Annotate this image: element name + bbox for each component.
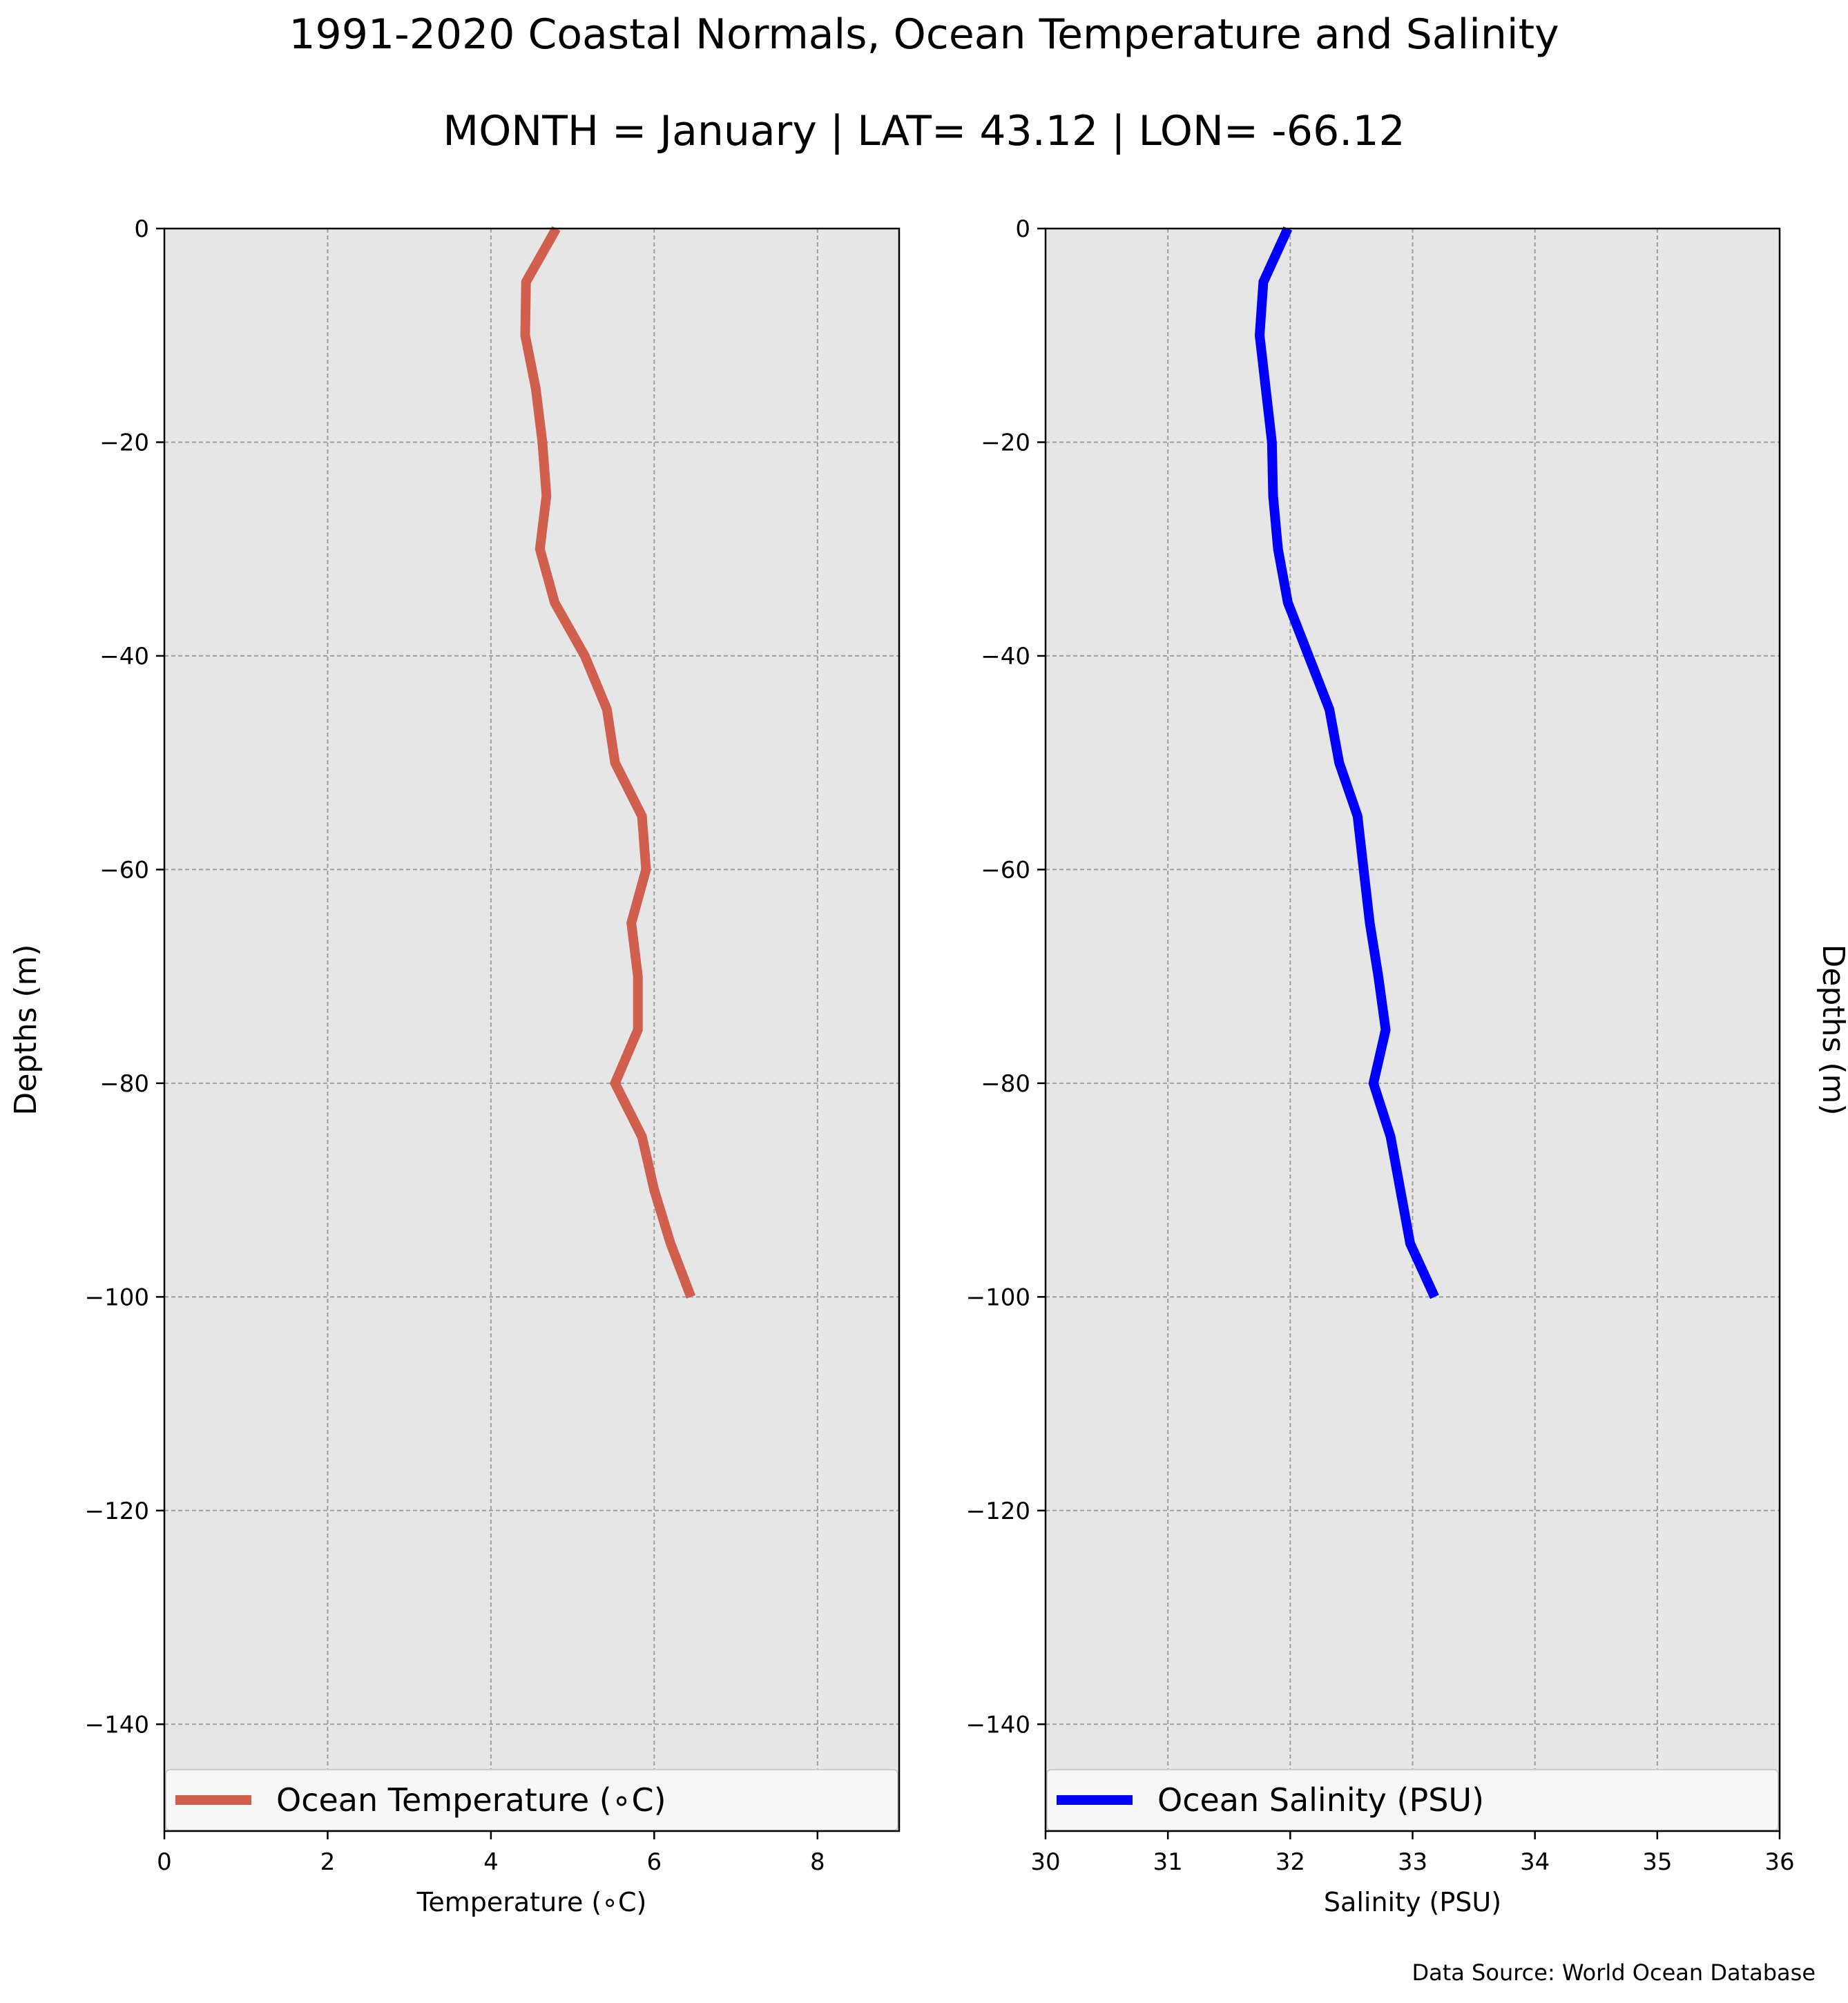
temperature-y-axis-label: Depths (m) [8, 944, 44, 1115]
salinity-x-tick-label: 34 [1520, 1848, 1550, 1876]
salinity-y-tick-label: −140 [966, 1711, 1030, 1739]
salinity-y-tick-label: 0 [1015, 215, 1030, 243]
temperature-plot-area [164, 229, 899, 1831]
temperature-y-tick-label: 0 [134, 215, 149, 243]
salinity-y-tick-label: −80 [981, 1070, 1030, 1098]
temperature-x-tick-label: 6 [647, 1848, 662, 1876]
temperature-x-axis-label: Temperature (∘C) [416, 1887, 647, 1917]
salinity-y-tick-label: −20 [981, 429, 1030, 456]
salinity-y-tick-label: −60 [981, 856, 1030, 884]
temperature-y-tick-label: −40 [99, 643, 149, 670]
temperature-y-tick-label: −120 [85, 1498, 149, 1525]
salinity-x-tick-label: 33 [1398, 1848, 1427, 1876]
temperature-x-tick-label: 0 [157, 1848, 172, 1876]
temperature-x-tick-label: 2 [320, 1848, 336, 1876]
salinity-legend-label: Ocean Salinity (PSU) [1157, 1781, 1484, 1819]
salinity-x-tick-label: 30 [1030, 1848, 1060, 1876]
salinity-x-tick-label: 35 [1642, 1848, 1672, 1876]
temperature-panel: Ocean Temperature (∘C) 0 2 4 6 8 0 −20 −40 −60 −80… [8, 215, 901, 1917]
temperature-x-tick-label: 4 [483, 1848, 499, 1876]
temperature-y-tick-label: −60 [99, 856, 149, 884]
salinity-x-axis-label: Salinity (PSU) [1324, 1887, 1501, 1917]
salinity-x-tick-label: 31 [1153, 1848, 1183, 1876]
temperature-y-tick-label: −80 [99, 1070, 149, 1098]
chart-subtitle: MONTH = January | LAT= 43.12 | LON= -66.… [443, 107, 1405, 155]
salinity-x-tick-label: 36 [1764, 1848, 1794, 1876]
temperature-y-tick-label: −20 [99, 429, 149, 456]
temperature-y-tick-label: −140 [85, 1711, 149, 1739]
temperature-series-line [520, 226, 696, 1299]
temperature-y-tick-label: −100 [85, 1284, 149, 1311]
salinity-x-tick-label: 32 [1276, 1848, 1305, 1876]
temperature-x-tick-label: 8 [810, 1848, 825, 1876]
temperature-axes-frame [163, 227, 901, 1832]
salinity-y-tick-label: −100 [966, 1284, 1030, 1311]
chart-title: 1991-2020 Coastal Normals, Ocean Tempera… [289, 10, 1559, 59]
salinity-series-line [1254, 226, 1439, 1299]
data-source-note: Data Source: World Ocean Database [1412, 1960, 1816, 1986]
salinity-panel: Ocean Salinity (PSU) 30 31 32 33 34 35 36 0 −20 −4… [966, 215, 1848, 1917]
temperature-legend-label: Ocean Temperature (∘C) [276, 1781, 666, 1819]
salinity-y-tick-label: −40 [981, 643, 1030, 670]
salinity-y-tick-label: −120 [966, 1498, 1030, 1525]
salinity-y-axis-label: Depths (m) [1816, 944, 1848, 1115]
